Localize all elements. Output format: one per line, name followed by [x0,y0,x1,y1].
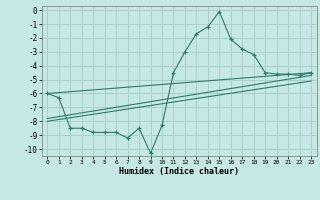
X-axis label: Humidex (Indice chaleur): Humidex (Indice chaleur) [119,167,239,176]
